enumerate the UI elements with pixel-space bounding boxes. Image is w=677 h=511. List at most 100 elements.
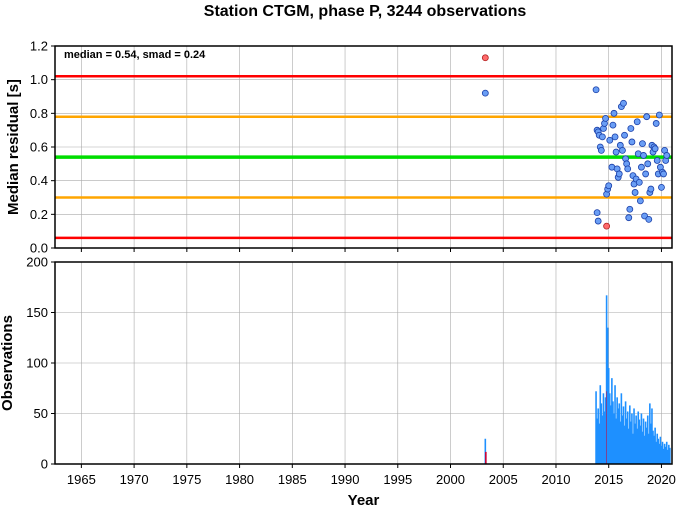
observation-bar — [620, 393, 623, 464]
residual-point — [655, 111, 663, 119]
residual-point — [597, 146, 605, 154]
observation-bar — [623, 425, 626, 464]
observation-bar — [611, 378, 613, 464]
observation-bar — [643, 435, 646, 464]
year-x-tick-label: 1995 — [383, 472, 412, 487]
observations-plot-frame — [54, 261, 673, 465]
observation-bar — [596, 418, 598, 464]
observation-bar — [618, 403, 621, 464]
year-x-tick-label: 1990 — [331, 472, 360, 487]
observation-bar — [660, 445, 663, 464]
observation-bar — [621, 415, 624, 464]
observation-bar — [605, 295, 608, 464]
residual-point — [619, 146, 626, 154]
residual-y-ticks: 0.0 0.2 0.4 0.6 0.8 1.0 1.2 — [30, 39, 55, 256]
residual-y-tick-label: 0.2 — [30, 207, 48, 222]
residual-point — [481, 89, 489, 97]
residual-y-tick-label: 0.4 — [30, 173, 48, 188]
residual-point — [631, 189, 639, 196]
observation-bar — [599, 385, 602, 464]
observation-bar — [653, 435, 655, 464]
observation-bar — [619, 421, 622, 464]
observation-bar — [602, 393, 605, 464]
observation-bar — [616, 397, 618, 464]
year-x-tick-label: 2020 — [647, 472, 676, 487]
observation-bar — [659, 436, 662, 464]
observation-bar — [654, 427, 656, 464]
residual-point — [651, 145, 659, 153]
residual-point — [628, 138, 636, 146]
observation-bar — [649, 403, 651, 464]
year-x-tick-label: 2010 — [542, 472, 571, 487]
residual-y-tick-label: 1.0 — [30, 72, 48, 87]
outlier-observation-bar — [485, 451, 487, 464]
observation-bar — [650, 423, 652, 464]
observation-bar — [630, 421, 632, 464]
outlier-point — [603, 222, 611, 230]
observation-bar — [597, 408, 599, 464]
observations-y-tick-label: 0 — [41, 457, 48, 472]
observation-bar — [644, 421, 647, 464]
observation-bar — [622, 406, 625, 464]
residual-point — [640, 152, 647, 159]
residual-point — [627, 125, 635, 132]
residual-point — [639, 140, 646, 148]
observations-grid — [55, 261, 672, 465]
residual-point — [652, 120, 660, 127]
residual-point — [638, 163, 645, 171]
observation-bar — [629, 405, 631, 464]
observation-bar — [657, 438, 660, 464]
residual-point — [602, 114, 609, 122]
observations-y-tick-label: 150 — [26, 305, 48, 320]
observation-bar — [600, 403, 603, 464]
residual-point — [636, 197, 644, 205]
residual-points — [481, 54, 671, 230]
residual-point — [626, 205, 634, 213]
observation-bar — [635, 415, 637, 464]
observation-bar — [595, 391, 597, 464]
residual-point — [598, 133, 606, 141]
residual-point — [592, 86, 600, 94]
observation-bar — [606, 327, 609, 464]
observations-y-ticks: 0 50 100 150 200 — [26, 255, 55, 472]
observation-bar — [661, 441, 664, 464]
observation-bar — [631, 413, 633, 464]
residual-point — [660, 170, 667, 178]
residual-y-tick-label: 0.0 — [30, 241, 48, 256]
observation-bar — [610, 405, 612, 464]
observation-bars — [484, 295, 671, 464]
residual-point — [658, 183, 665, 191]
observation-bar — [642, 418, 645, 464]
residual-point — [643, 113, 651, 121]
observation-bar — [641, 431, 644, 464]
observations-y-tick-label: 100 — [26, 356, 48, 371]
observation-bar — [614, 385, 616, 464]
observation-bar — [658, 443, 661, 464]
observation-bar — [632, 433, 634, 464]
residual-point — [605, 182, 613, 190]
residual-panel: 0.0 0.2 0.4 0.6 0.8 1.0 1.2 median = 0.54, sma… — [5, 39, 673, 256]
observation-bar — [601, 415, 604, 464]
residual-point — [653, 157, 661, 164]
observation-bar — [626, 411, 629, 464]
observation-bar — [627, 428, 630, 464]
observation-bar — [633, 408, 635, 464]
outlier-point — [481, 54, 489, 62]
residual-point — [647, 185, 655, 193]
observation-bar — [656, 433, 659, 464]
residual-point — [642, 170, 650, 178]
observation-bar — [666, 449, 669, 464]
year-x-axis-label: Year — [348, 492, 380, 509]
residual-point — [625, 214, 633, 222]
year-x-tick-label: 1980 — [225, 472, 254, 487]
year-x-tick-label: 1985 — [278, 472, 307, 487]
median-smad-annotation: median = 0.54, smad = 0.24 — [64, 49, 206, 61]
residual-point — [594, 217, 602, 225]
year-x-tick-label: 1975 — [172, 472, 201, 487]
residual-point — [663, 152, 671, 159]
year-x-tick-label: 2000 — [436, 472, 465, 487]
residual-point — [593, 209, 601, 217]
reference-lines — [55, 75, 672, 240]
